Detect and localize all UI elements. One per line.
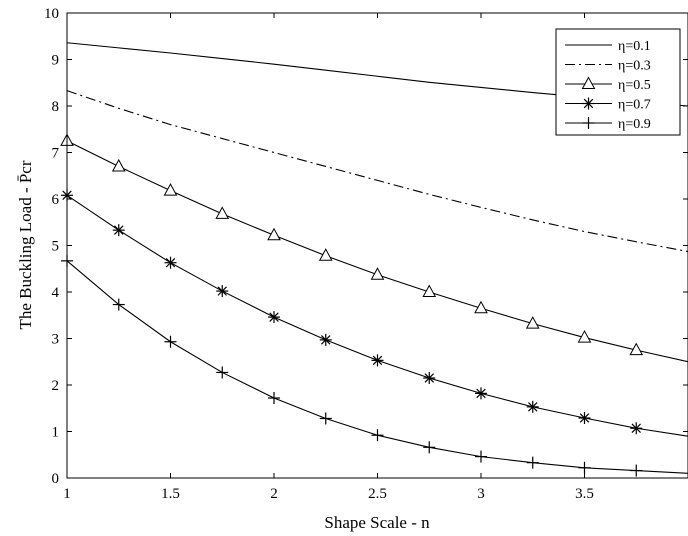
series-0-5-point bbox=[318, 248, 333, 261]
series-layer bbox=[60, 42, 688, 477]
x-tick-label: 2.5 bbox=[368, 486, 387, 502]
series-0-9-point bbox=[164, 335, 177, 348]
legend-entry-0-3-label: η=0.3 bbox=[618, 59, 651, 74]
legend-entry-0-9: η=0.9 bbox=[565, 117, 651, 132]
y-tick-label: 7 bbox=[52, 146, 60, 162]
series-0-9-point bbox=[630, 464, 643, 477]
series-0-7-point bbox=[319, 333, 332, 346]
series-0-7-point bbox=[423, 372, 436, 385]
series-0-9-point bbox=[371, 429, 384, 442]
series-0-7-line bbox=[66, 194, 688, 437]
series-0-7-point bbox=[578, 412, 591, 425]
legend-entry-0-3: η=0.3 bbox=[565, 59, 651, 74]
x-tick-label: 1 bbox=[63, 486, 71, 502]
series-0-7-point bbox=[526, 400, 539, 413]
series-0-9-point bbox=[112, 298, 125, 311]
legend-entry-0-5-label: η=0.5 bbox=[618, 78, 651, 93]
series-0-5-point bbox=[215, 206, 230, 219]
y-tick-label: 5 bbox=[52, 239, 60, 255]
series-0-9-point bbox=[216, 366, 229, 379]
y-tick-label: 10 bbox=[44, 6, 59, 22]
series-0-9 bbox=[61, 254, 688, 477]
series-0-9-line bbox=[66, 260, 688, 474]
legend-entry-0-5: η=0.5 bbox=[565, 76, 651, 93]
x-tick-label: 1.5 bbox=[161, 486, 180, 502]
legend-entry-0-1-label: η=0.1 bbox=[618, 39, 651, 54]
series-0-9-point bbox=[319, 412, 332, 425]
y-tick-label: 6 bbox=[52, 192, 60, 208]
x-tick-label: 3.5 bbox=[575, 486, 594, 502]
series-0-9-point bbox=[423, 441, 436, 454]
series-0-7-point bbox=[112, 224, 125, 237]
legend-entry-0-7: η=0.7 bbox=[565, 97, 651, 113]
y-tick-label: 9 bbox=[52, 53, 60, 69]
y-tick-label: 8 bbox=[52, 99, 60, 115]
series-0-5-point bbox=[629, 342, 644, 356]
legend-entry-0-7-marker bbox=[582, 97, 595, 110]
legend-entry-0-9-label: η=0.9 bbox=[618, 117, 651, 132]
series-0-9-point bbox=[578, 461, 591, 474]
x-tick-label: 3 bbox=[477, 486, 485, 502]
y-tick-label: 3 bbox=[52, 332, 60, 348]
y-tick-label: 2 bbox=[52, 378, 60, 394]
series-0-7 bbox=[61, 189, 688, 437]
y-axis-title: The Buckling Load - P̄cr bbox=[16, 160, 35, 329]
series-0-7-point bbox=[475, 387, 487, 400]
series-0-7-point bbox=[371, 354, 384, 367]
y-tick-label: 4 bbox=[52, 285, 60, 301]
series-0-7-point bbox=[216, 285, 229, 298]
legend-entry-0-7-label: η=0.7 bbox=[618, 98, 651, 113]
series-0-5-line bbox=[66, 140, 688, 363]
x-tick-label: 2 bbox=[270, 486, 278, 502]
series-0-5-point bbox=[577, 330, 592, 343]
series-0-3-line bbox=[66, 90, 688, 253]
series-0-7-point bbox=[630, 422, 643, 435]
series-0-3 bbox=[66, 90, 688, 253]
series-0-9-point bbox=[526, 456, 539, 469]
series-0-7-point bbox=[164, 256, 177, 269]
y-tick-label: 1 bbox=[52, 425, 60, 441]
series-0-5-point bbox=[267, 227, 281, 241]
series-0-5-point bbox=[163, 183, 178, 196]
series-0-5-point bbox=[111, 158, 126, 172]
series-0-5 bbox=[60, 133, 688, 363]
legend: η=0.1 η=0.3 η=0.5 η=0.7 η=0.9 bbox=[555, 28, 681, 136]
legend-entry-0-9-marker bbox=[582, 117, 595, 129]
y-tick-label: 0 bbox=[52, 471, 60, 487]
series-0-5-point bbox=[525, 316, 540, 329]
legend-entry-0-5-marker bbox=[581, 76, 596, 89]
legend-box bbox=[555, 28, 681, 136]
legend-entry-0-1: η=0.1 bbox=[565, 39, 651, 54]
series-0-5-point bbox=[422, 284, 437, 297]
series-0-9-point bbox=[475, 450, 487, 463]
series-0-9-point bbox=[268, 392, 280, 405]
series-0-5-point bbox=[370, 267, 385, 280]
x-axis-title: Shape Scale - n bbox=[324, 513, 430, 532]
series-0-7-point bbox=[268, 311, 280, 324]
series-0-5-point bbox=[474, 300, 488, 314]
